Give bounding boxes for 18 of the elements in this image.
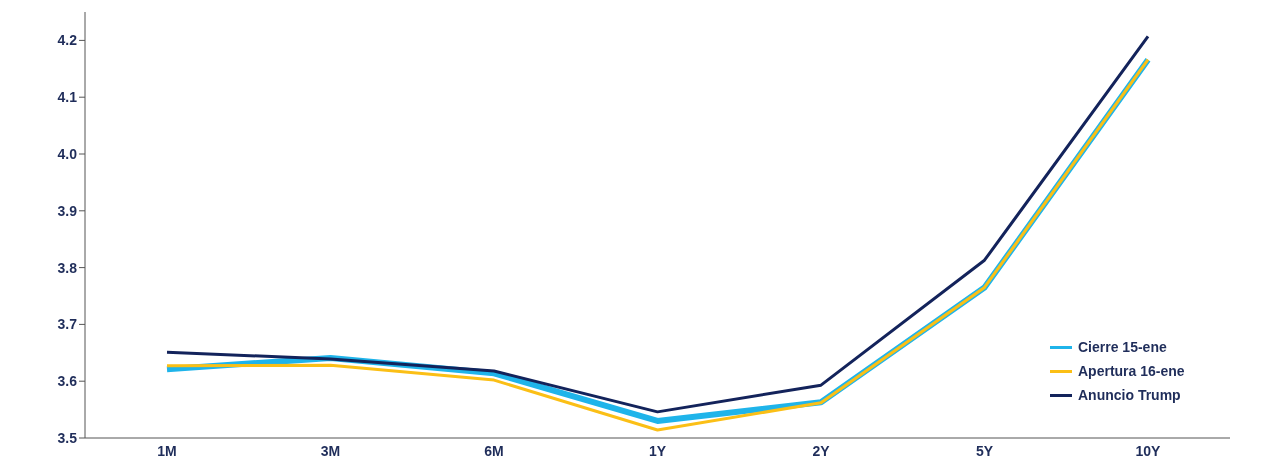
y-tick-label: 4.0 bbox=[57, 145, 78, 162]
y-tick-label: 3.7 bbox=[57, 316, 78, 333]
y-tick-label: 3.8 bbox=[57, 259, 78, 276]
y-tick-label: 4.2 bbox=[57, 32, 78, 49]
x-tick-label: 2Y bbox=[812, 442, 831, 459]
legend-label: Apertura 16-ene bbox=[1078, 362, 1185, 381]
y-tick-label: 3.5 bbox=[57, 429, 78, 446]
legend-label: Anuncio Trump bbox=[1078, 386, 1181, 405]
y-tick-label: 3.6 bbox=[57, 373, 78, 390]
x-tick-label: 1Y bbox=[648, 442, 667, 459]
y-tick-label: 3.9 bbox=[57, 202, 78, 219]
x-tick-label: 1M bbox=[157, 442, 177, 459]
x-tick-label: 6M bbox=[484, 442, 504, 459]
y-tick-label: 4.1 bbox=[57, 89, 78, 106]
x-tick-label: 5Y bbox=[975, 442, 994, 459]
legend-label: Cierre 15-ene bbox=[1078, 338, 1167, 357]
x-tick-label: 3M bbox=[320, 442, 341, 459]
x-tick-label: 10Y bbox=[1135, 442, 1162, 459]
